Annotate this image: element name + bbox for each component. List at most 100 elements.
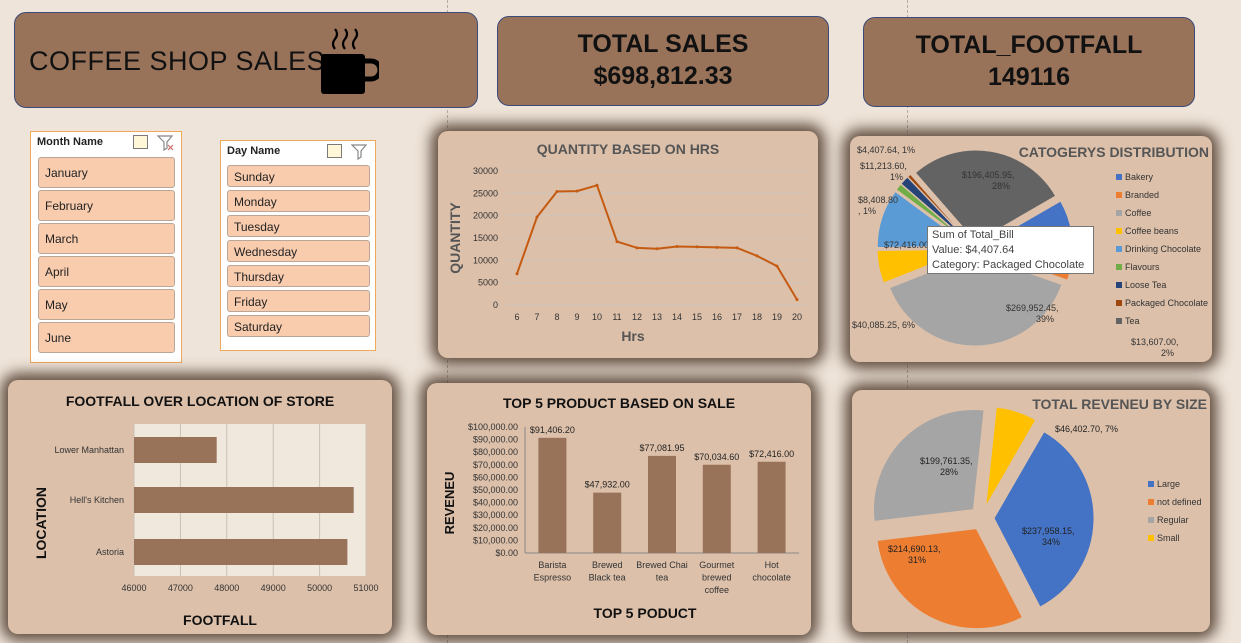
data-label: 1%: [890, 172, 903, 182]
tooltip-line: Sum of Total_Bill: [932, 229, 1014, 241]
quantity-by-hour-chart: QUANTITY BASED ON HRS Hrs QUANTITY 0 5000 100…: [447, 141, 806, 344]
day-slicer: Day Name Sunday Monday Tuesday Wednesday Thu…: [220, 140, 376, 351]
legend-swatch: [1148, 517, 1154, 523]
x-tick-label: 16: [712, 312, 722, 322]
day-option-sunday[interactable]: Sunday: [227, 165, 370, 187]
y-tick-label: 15000: [473, 233, 498, 243]
data-label: $269,952.45,: [1006, 303, 1059, 313]
legend-swatch: [1116, 318, 1122, 324]
top-products-chart: TOP 5 PRODUCT BASED ON SALE TOP 5 PODUCT R…: [442, 395, 799, 621]
pie-slice: [914, 149, 1057, 243]
legend-swatch: [1148, 499, 1154, 505]
x-tick-label: 15: [692, 312, 702, 322]
data-point: [775, 264, 779, 268]
y-tick-label: Lower Manhattan: [54, 445, 124, 455]
pie-slice: [985, 406, 1037, 507]
x-tick-label: 17: [732, 312, 742, 322]
day-option-saturday[interactable]: Saturday: [227, 315, 370, 337]
dashboard-title: COFFEE SHOP SALES: [29, 46, 326, 76]
month-slicer: Month Name January February March April May J…: [30, 131, 182, 363]
chart-title: FOOTFALL OVER LOCATION OF STORE: [66, 393, 334, 409]
day-option-tuesday[interactable]: Tuesday: [227, 215, 370, 237]
day-option-monday[interactable]: Monday: [227, 190, 370, 212]
data-label: 31%: [908, 555, 926, 565]
bar: [702, 464, 731, 553]
total-footfall-card: TOTAL_FOOTFALL 149116: [863, 17, 1195, 107]
legend-entry: Coffee: [1125, 208, 1151, 218]
x-tick-label: 14: [672, 312, 682, 322]
x-tick-label: 8: [554, 312, 559, 322]
top-products-panel: TOP 5 PRODUCT BASED ON SALE TOP 5 PODUCT R…: [427, 383, 811, 635]
legend-swatch: [1116, 174, 1122, 180]
chart-title: CATOGERYS DISTRIBUTION: [1019, 144, 1209, 160]
x-axis-title: Hrs: [621, 328, 645, 344]
y-tick-label: $40,000.00: [473, 498, 518, 508]
coffee-mug-icon: [321, 28, 379, 94]
x-tick-label: 11: [612, 312, 621, 322]
data-point: [695, 245, 699, 249]
x-tick-label: Brewed Chai: [636, 560, 688, 570]
data-label: $70,034.60: [694, 452, 739, 462]
data-point: [715, 245, 719, 249]
data-label: 34%: [1042, 537, 1060, 547]
x-tick-label: 13: [652, 312, 662, 322]
day-option-wednesday[interactable]: Wednesday: [227, 240, 370, 262]
legend-entry: Branded: [1125, 190, 1159, 200]
data-label: $47,932.00: [585, 480, 630, 490]
x-tick-label: 10: [592, 312, 602, 322]
day-slicer-title: Day Name: [227, 145, 281, 157]
month-option-june[interactable]: June: [38, 322, 175, 353]
legend-swatch: [1116, 192, 1122, 198]
data-label: $72,416.00: [749, 449, 794, 459]
data-label: 28%: [992, 181, 1010, 191]
quantity-by-hour-panel: QUANTITY BASED ON HRS Hrs QUANTITY 0 5000 100…: [438, 131, 818, 358]
y-tick-label: 30000: [473, 166, 498, 176]
x-tick-label: brewed: [702, 573, 732, 583]
day-option-thursday[interactable]: Thursday: [227, 265, 370, 287]
multi-select-icon[interactable]: [133, 135, 148, 149]
data-point: [535, 215, 539, 219]
y-tick-label: $70,000.00: [473, 460, 518, 470]
month-option-january[interactable]: January: [38, 157, 175, 188]
bar: [648, 455, 676, 553]
tooltip-line: Value: $4,407.64: [932, 244, 1015, 256]
data-point: [515, 272, 519, 276]
x-tick-label: Barista: [538, 560, 566, 570]
x-tick-label: Brewed: [592, 560, 623, 570]
legend-swatch: [1116, 228, 1122, 234]
month-option-may[interactable]: May: [38, 289, 175, 320]
data-label: $11,213.60,: [860, 161, 907, 171]
legend-entry: Packaged Chocolate: [1125, 298, 1208, 308]
clear-filter-icon[interactable]: [157, 135, 175, 151]
legend-swatch: [1116, 210, 1122, 216]
legend-entry: Flavours: [1125, 262, 1160, 272]
month-option-march[interactable]: March: [38, 223, 175, 254]
pie-slice: [888, 253, 1063, 347]
x-tick-label: Espresso: [534, 573, 572, 583]
legend-entry: Regular: [1157, 515, 1189, 525]
y-tick-label: $20,000.00: [473, 523, 518, 533]
y-tick-label: $10,000.00: [473, 535, 518, 545]
data-point: [755, 254, 759, 258]
bar: [757, 461, 786, 553]
x-tick-label: 6: [514, 312, 519, 322]
data-point: [595, 183, 599, 187]
clear-filter-icon[interactable]: [351, 144, 369, 160]
month-option-april[interactable]: April: [38, 256, 175, 287]
legend-entry: Bakery: [1125, 172, 1154, 182]
legend-entry: Drinking Chocolate: [1125, 244, 1201, 254]
data-point: [635, 246, 639, 250]
data-point: [655, 247, 659, 251]
y-tick-label: Astoria: [96, 547, 124, 557]
month-option-february[interactable]: February: [38, 190, 175, 221]
pie-slice: [993, 430, 1095, 608]
data-label: $214,690.13,: [888, 544, 941, 554]
data-point: [795, 298, 799, 302]
bar: [593, 492, 622, 553]
multi-select-icon[interactable]: [327, 144, 342, 158]
legend-swatch: [1116, 300, 1122, 306]
x-tick-label: 19: [772, 312, 782, 322]
day-option-friday[interactable]: Friday: [227, 290, 370, 312]
legend-swatch: [1148, 481, 1154, 487]
pie-slice: [876, 528, 1024, 630]
